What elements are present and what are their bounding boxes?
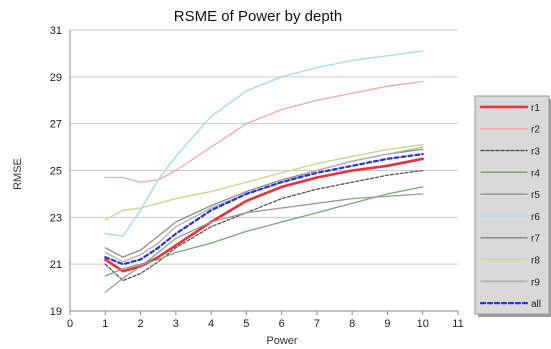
x-tick-label: 5 [243, 318, 249, 330]
x-tick-label: 3 [173, 318, 179, 330]
x-tick-label: 4 [208, 318, 214, 330]
series-line-r5 [104, 193, 424, 293]
y-tick-label: 29 [50, 72, 62, 84]
legend-label-r2: r2 [531, 125, 540, 136]
series-line-r8 [104, 143, 424, 221]
legend-label-r9: r9 [531, 277, 540, 288]
series-line-r2 [104, 80, 424, 183]
legend-label-all: all [531, 299, 541, 310]
legend-label-r6: r6 [531, 212, 540, 223]
x-tick-label: 2 [137, 318, 143, 330]
x-tick-label: 7 [314, 318, 320, 330]
legend-label-r8: r8 [531, 256, 540, 267]
series-line-r3 [104, 169, 424, 282]
legend-label-r7: r7 [531, 234, 540, 245]
y-tick-label: 19 [50, 306, 62, 318]
x-tick-label: 11 [452, 318, 463, 330]
chart-title: RSME of Power by depth [174, 8, 342, 25]
y-tick-label: 25 [50, 166, 62, 178]
legend-label-r3: r3 [531, 147, 540, 158]
legend-box [474, 95, 550, 315]
y-tick-label: 21 [50, 259, 62, 271]
x-tick-label: 0 [67, 318, 73, 330]
y-tick-label: 27 [50, 119, 62, 131]
legend-label-r4: r4 [531, 168, 540, 179]
y-axis-label: RMSE [12, 158, 24, 190]
series-line-all [104, 153, 424, 266]
legend: r1 r2 r3 r4 r5 r6 r7 r8 r9 all [474, 95, 551, 317]
x-tick-label: 8 [349, 318, 355, 330]
legend-label-r1: r1 [531, 103, 540, 114]
x-tick-label: 10 [417, 318, 429, 330]
series-line-r4 [104, 186, 424, 277]
x-tick-label: 6 [279, 318, 285, 330]
y-tick-label: 31 [50, 25, 62, 37]
x-axis-label: Power [266, 335, 298, 347]
y-tick-label: 23 [50, 212, 62, 224]
x-tick-label: 9 [384, 318, 390, 330]
series-line-r6 [104, 50, 424, 237]
series-line-r1 [104, 157, 425, 273]
legend-label-r5: r5 [531, 190, 540, 201]
x-tick-label: 1 [102, 318, 108, 330]
